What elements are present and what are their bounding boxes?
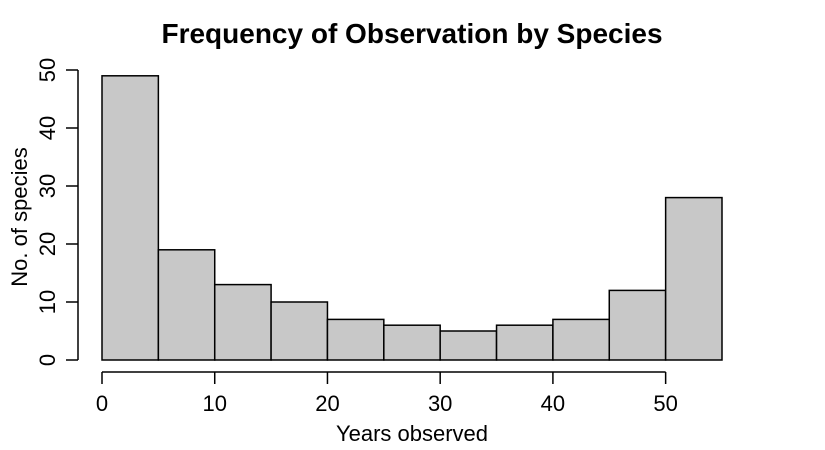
histogram-bar (495, 324, 554, 361)
x-tick-label: 30 (428, 391, 452, 416)
x-tick-label: 10 (202, 391, 226, 416)
x-tick-label: 20 (315, 391, 339, 416)
histogram-bar (439, 330, 498, 361)
histogram-bar (552, 318, 611, 361)
y-tick-label: 30 (35, 174, 60, 198)
histogram-bar (101, 75, 160, 361)
bars-group (101, 75, 723, 361)
histogram-bar (664, 196, 723, 361)
x-axis: 0 10 20 30 40 50 (96, 371, 678, 416)
histogram-bar (383, 324, 441, 361)
histogram-bar (270, 301, 329, 361)
y-axis: 0 10 20 30 40 50 (35, 58, 79, 366)
x-tick-label: 50 (653, 391, 677, 416)
chart-title: Frequency of Observation by Species (161, 18, 662, 49)
y-tick-label: 20 (35, 232, 60, 256)
y-tick-label: 50 (35, 58, 60, 82)
histogram-bar (157, 249, 216, 361)
histogram-bar (213, 283, 272, 361)
x-axis-label: Years observed (336, 421, 488, 446)
y-tick-label: 40 (35, 116, 60, 140)
y-tick-label: 10 (35, 290, 60, 314)
x-tick-label: 40 (541, 391, 565, 416)
y-axis-label: No. of species (7, 147, 32, 286)
histogram-bar (608, 289, 667, 361)
histogram-bar (326, 318, 385, 361)
x-tick-label: 0 (96, 391, 108, 416)
y-tick-label: 0 (35, 354, 60, 366)
